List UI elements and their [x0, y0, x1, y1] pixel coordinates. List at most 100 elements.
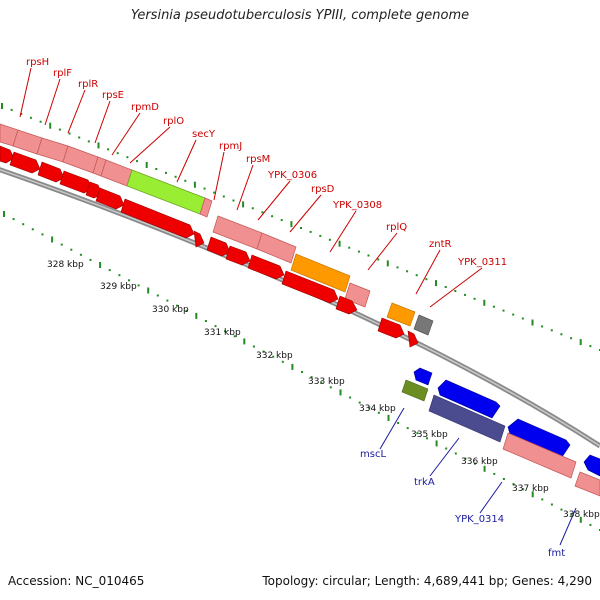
leader-line	[44, 78, 61, 126]
minor-tick	[397, 422, 400, 424]
minor-tick	[406, 270, 409, 273]
cds-arrow	[413, 367, 433, 386]
leader-line	[289, 194, 322, 233]
minor-tick	[31, 228, 34, 231]
genome-backbone	[0, 167, 600, 449]
minor-tick	[522, 488, 525, 491]
gene-label: rpmJ	[219, 141, 242, 152]
minor-tick	[348, 246, 351, 249]
leader-line	[429, 267, 483, 308]
gene-rpsD	[290, 253, 351, 293]
cds-arrow	[583, 454, 600, 477]
major-tick	[483, 465, 486, 472]
minor-tick	[502, 309, 505, 312]
leader-line	[19, 67, 32, 118]
kbp-label: 331 kbp	[204, 328, 241, 338]
minor-tick	[550, 503, 553, 506]
major-tick	[1, 103, 3, 109]
major-tick	[195, 312, 198, 319]
gene-label: rpsD	[311, 184, 335, 195]
major-tick	[290, 221, 293, 228]
minor-tick	[29, 116, 32, 119]
kbp-label: 330 kbp	[152, 305, 189, 315]
gene-YPK_0314	[502, 432, 577, 479]
gene-mscL	[401, 379, 429, 402]
leader-line	[367, 232, 398, 271]
cds-arrow	[225, 245, 251, 266]
cds-arrow	[59, 170, 93, 194]
gene-label: YPK_0311	[457, 257, 507, 268]
leader-line	[429, 437, 460, 477]
minor-tick	[68, 132, 71, 135]
minor-tick	[262, 350, 265, 353]
minor-tick	[12, 218, 15, 221]
major-tick	[435, 280, 437, 287]
leader-line	[67, 89, 86, 134]
cds-arrow	[120, 198, 195, 239]
leader-line	[415, 249, 441, 295]
leader-line	[111, 112, 141, 156]
minor-tick	[232, 199, 235, 202]
minor-tick	[78, 136, 81, 139]
outer-tick-row	[1, 103, 600, 351]
minor-tick	[271, 215, 274, 218]
kbp-label: 329 kbp	[100, 282, 137, 292]
gene-label: rpsE	[102, 90, 124, 101]
gene-label: YPK_0308	[332, 200, 382, 211]
minor-tick	[464, 457, 467, 460]
minor-tick	[280, 219, 283, 222]
major-tick	[531, 319, 534, 326]
minor-tick	[589, 523, 592, 526]
minor-tick	[165, 171, 167, 174]
cds-arrow	[0, 145, 15, 164]
minor-tick	[550, 329, 553, 332]
kbp-label: 332 kbp	[256, 351, 293, 361]
major-tick	[291, 363, 294, 370]
minor-tick	[252, 345, 255, 348]
minor-tick	[176, 304, 178, 307]
major-tick	[49, 122, 52, 129]
major-tick	[387, 414, 390, 421]
leader-line	[236, 164, 254, 211]
minor-tick	[126, 156, 129, 159]
gene-label: rpmD	[131, 102, 159, 113]
major-tick	[3, 211, 5, 217]
gene-label: rplF	[53, 68, 72, 79]
cds-arrow	[281, 270, 339, 304]
minor-tick	[319, 234, 322, 237]
minor-tick	[492, 305, 495, 308]
major-tick	[338, 240, 341, 247]
minor-tick	[203, 187, 206, 190]
minor-tick	[156, 294, 159, 297]
leader-line	[129, 126, 171, 164]
minor-tick	[118, 274, 121, 277]
leader-line	[379, 407, 405, 450]
major-tick	[531, 491, 534, 498]
kbp-label: 334 kbp	[359, 404, 396, 414]
minor-tick	[377, 258, 380, 261]
gene-label: fmt	[548, 548, 565, 559]
minor-tick	[473, 297, 476, 300]
major-tick	[435, 440, 438, 447]
inner-tick-row	[3, 211, 600, 531]
minor-tick	[309, 230, 312, 233]
gene-label: YPK_0306	[267, 170, 317, 181]
gene-label: rplR	[78, 79, 98, 90]
gene-label: secY	[192, 129, 216, 140]
minor-tick	[358, 401, 361, 404]
kbp-label: 335 kbp	[411, 430, 448, 440]
minor-tick	[300, 227, 302, 229]
major-tick	[193, 181, 196, 188]
minor-tick	[541, 325, 544, 328]
genome-title: Yersinia pseudotuberculosis YPIII, compl…	[130, 8, 470, 23]
gene-label: mscL	[360, 449, 386, 460]
accession-text: Accession: NC_010465	[8, 574, 145, 588]
gene-YPK_0311	[413, 314, 434, 336]
gene-label-leaders	[19, 67, 577, 546]
minor-tick	[107, 148, 110, 151]
reverse-gene-band	[401, 367, 600, 497]
major-tick	[242, 201, 245, 208]
minor-tick	[415, 274, 418, 277]
gene-label: YPK_0314	[454, 514, 504, 525]
cds-arrow	[9, 151, 41, 174]
